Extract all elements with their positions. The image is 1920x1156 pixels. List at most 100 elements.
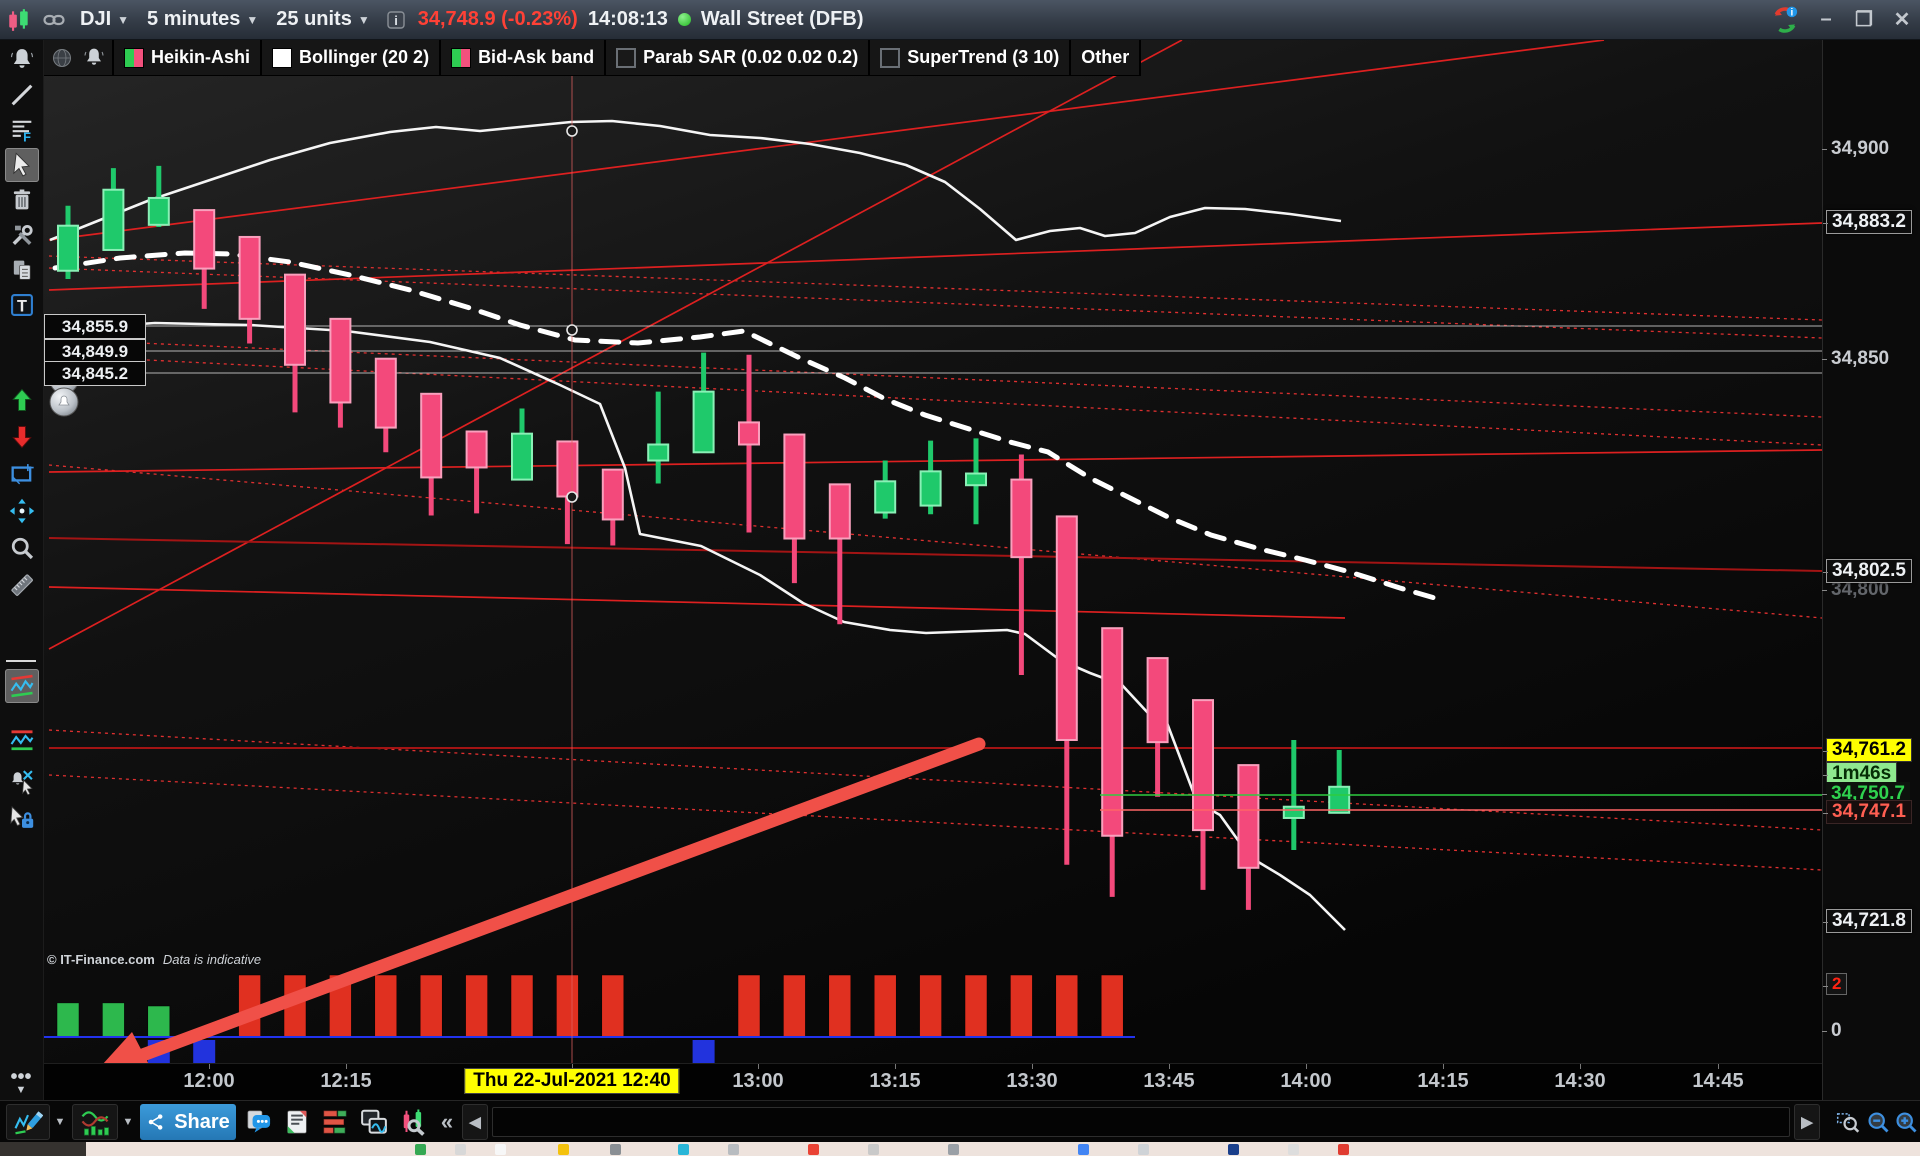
volume-bar — [873, 974, 897, 1038]
detached-chart-button[interactable] — [356, 1104, 392, 1140]
sidebar-tool-alarm-bell[interactable] — [5, 43, 39, 77]
sidebar-tool-channel-detector[interactable] — [5, 723, 39, 757]
sidebar-tool-move-tool[interactable] — [5, 494, 39, 528]
price-axis[interactable]: 34,900 34,883.2 34,850 34,800 34,802.5 34,761… — [1822, 40, 1920, 1100]
time-axis[interactable]: 12:00 12:15 Thu 22-Jul-2021 12:40 13:00 13:1… — [44, 1063, 1822, 1100]
trend-icon — [8, 81, 36, 109]
chart-canvas[interactable] — [44, 40, 1822, 1063]
selection-handle[interactable] — [566, 125, 578, 137]
time-axis-tick — [895, 1064, 896, 1069]
taskbar-app-icon[interactable] — [948, 1144, 959, 1155]
window-restore-button[interactable]: ❐ — [1855, 9, 1873, 31]
indicator-toggle-supertrend[interactable]: SuperTrend (3 10) — [870, 40, 1072, 75]
sidebar-tool-duplicate-tool[interactable] — [5, 253, 39, 287]
indicators-menu-arrow[interactable]: ▼ — [122, 1116, 134, 1128]
taskbar-app-icon[interactable] — [1138, 1144, 1149, 1155]
taskbar-app-icon[interactable] — [808, 1144, 819, 1155]
red-trendline[interactable] — [48, 586, 1346, 619]
refresh-sync-icon[interactable]: i — [1770, 5, 1800, 35]
taskbar-app-icon[interactable] — [455, 1144, 466, 1155]
time-axis-tick — [572, 1064, 573, 1069]
volume-bar — [510, 974, 534, 1038]
sidebar-tool-pointer-lock[interactable] — [5, 801, 39, 835]
axis-tick — [1823, 223, 1828, 224]
zoom-in-button[interactable] — [1893, 1104, 1919, 1140]
instrument-selector[interactable]: DJI ▼ — [76, 6, 133, 33]
taskbar-app-icon[interactable] — [495, 1144, 506, 1155]
sidebar-tool-pattern-detector[interactable] — [5, 669, 39, 703]
taskbar-app-icon[interactable] — [1288, 1144, 1299, 1155]
globe-icon — [50, 46, 74, 70]
share-icon — [146, 1112, 166, 1132]
instrument-settings-button[interactable] — [396, 1104, 432, 1140]
scroll-right-button[interactable]: ▶ — [1794, 1104, 1820, 1140]
indicator-toggle-heikin-ashi[interactable]: Heikin-Ashi — [114, 40, 263, 75]
info-icon[interactable]: i — [384, 8, 408, 32]
taskbar-app-icon[interactable] — [868, 1144, 879, 1155]
red-trendline[interactable] — [48, 449, 1822, 473]
axis-tick — [1823, 572, 1828, 573]
dark-red-level-line — [48, 537, 1822, 572]
selection-handle[interactable] — [566, 324, 578, 336]
sidebar-tool-trend-line-tool[interactable] — [5, 78, 39, 112]
red-trendline[interactable] — [48, 40, 1183, 650]
sidebar-tool-cursor-tool[interactable] — [5, 148, 39, 182]
draw-tool-button[interactable] — [6, 1104, 50, 1140]
window-close-button[interactable]: ✕ — [1893, 9, 1911, 31]
indicator-toggle-parab-sar[interactable]: Parab SAR (0.02 0.02 0.2) — [606, 40, 871, 75]
taskbar-app-icon[interactable] — [558, 1144, 569, 1155]
zoom-region-button[interactable] — [1834, 1104, 1862, 1140]
draw-tool-menu-arrow[interactable]: ▼ — [54, 1116, 66, 1128]
candle-body — [919, 470, 942, 507]
scroll-left-button[interactable]: ◀ — [462, 1104, 488, 1140]
selection-handle[interactable] — [566, 491, 578, 503]
taskbar-app-icon[interactable] — [1228, 1144, 1239, 1155]
red-trendline[interactable] — [48, 222, 1822, 291]
link-chart-icon[interactable] — [42, 8, 66, 32]
sidebar-tool-alarm-disable[interactable] — [5, 764, 39, 798]
sidebar-tool-rectangle-zone-tool[interactable] — [5, 457, 39, 491]
sidebar-tool-fibonacci-tool[interactable]: F — [5, 113, 39, 147]
taskbar-app-icon[interactable] — [1338, 1144, 1349, 1155]
red-trendline[interactable] — [48, 40, 1605, 241]
indicator-checkbox[interactable] — [880, 47, 901, 68]
candle-body — [783, 433, 806, 540]
sidebar-tool-buy-arrow-marker[interactable] — [5, 383, 39, 417]
share-button[interactable]: Share — [140, 1104, 236, 1140]
indicator-toggle-bollinger[interactable]: Bollinger (20 2) — [262, 40, 442, 75]
drawn-arrow-line[interactable] — [133, 737, 986, 1063]
indicator-toggle-other[interactable]: Other — [1071, 40, 1142, 75]
copyright: © IT-Finance.com Data is indicative — [47, 952, 261, 967]
price-level-label: 34,849.9 — [44, 339, 146, 364]
indicator-toggle-bid-ask-band[interactable]: Bid-Ask band — [441, 40, 607, 75]
taskbar-app-icon[interactable] — [415, 1144, 426, 1155]
sidebar-tool-settings-tools[interactable] — [5, 218, 39, 252]
taskbar-app-icon[interactable] — [1078, 1144, 1089, 1155]
zoom-out-button[interactable] — [1864, 1104, 1892, 1140]
more-tools-button[interactable]: ••• ▼ — [10, 1066, 32, 1096]
sidebar-tool-zoom-tool[interactable] — [5, 531, 39, 565]
units-selector[interactable]: 25 units ▼ — [272, 6, 373, 33]
ruler-icon — [8, 571, 36, 599]
time-axis-tick — [1443, 1064, 1444, 1069]
taskbar-app-icon[interactable] — [610, 1144, 621, 1155]
indicator-checkbox[interactable] — [616, 47, 637, 68]
alert-bell-icon[interactable] — [82, 46, 106, 70]
price-axis-label: 2 — [1823, 973, 1848, 995]
collapse-toolbar-button[interactable]: « — [440, 1109, 454, 1134]
market-depth-button[interactable] — [318, 1104, 352, 1140]
indicators-button[interactable] — [72, 1104, 118, 1140]
taskbar-app-icon[interactable] — [728, 1144, 739, 1155]
sidebar-tool-sell-arrow-marker[interactable] — [5, 420, 39, 454]
svg-text:i: i — [394, 13, 398, 28]
chat-button[interactable] — [242, 1104, 276, 1140]
sidebar-tool-delete-tool[interactable] — [5, 183, 39, 217]
news-button[interactable] — [280, 1104, 314, 1140]
timeframe-selector[interactable]: 5 minutes ▼ — [143, 6, 262, 33]
taskbar-app-icon[interactable] — [678, 1144, 689, 1155]
sidebar-tool-text-tool[interactable]: T — [5, 288, 39, 322]
sidebar-tool-ruler-tool[interactable] — [5, 568, 39, 602]
chart-meta-icons — [44, 40, 114, 75]
chart-scrollbar-track[interactable] — [492, 1107, 1790, 1137]
window-minimize-button[interactable]: – — [1820, 8, 1832, 30]
